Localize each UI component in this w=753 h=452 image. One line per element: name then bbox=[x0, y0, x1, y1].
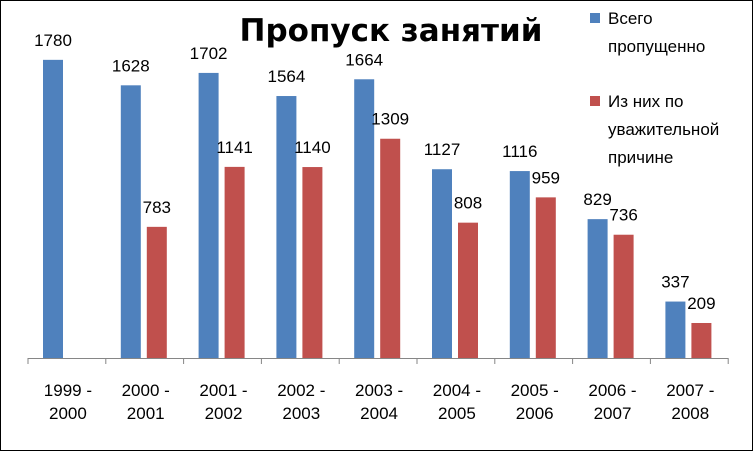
bar-s2-2 bbox=[146, 226, 167, 358]
bar-s1-8 bbox=[587, 219, 608, 358]
data-label-s2-7: 959 bbox=[532, 168, 560, 187]
data-label-s1-8: 829 bbox=[583, 190, 611, 209]
bar-s1-2 bbox=[120, 85, 141, 358]
data-label-s2-6: 808 bbox=[454, 194, 482, 213]
bar-s2-6 bbox=[458, 222, 478, 358]
x-tick-label-6-2: 2005 bbox=[438, 404, 476, 423]
data-label-s1-4: 1564 bbox=[267, 67, 305, 86]
bar-s1-7 bbox=[509, 171, 530, 358]
legend-swatch-1 bbox=[590, 13, 600, 23]
legend-label-2-3: причине bbox=[608, 148, 673, 167]
data-label-s1-3: 1702 bbox=[190, 44, 228, 63]
data-label-s1-5: 1664 bbox=[345, 50, 383, 69]
data-labels-layer: 1780 1628 783 1702 1141 1564 1140 1664 1309 1127 8… bbox=[34, 31, 716, 313]
data-label-s2-4: 1140 bbox=[294, 138, 331, 157]
bar-s1-1 bbox=[43, 59, 63, 358]
bar-s2-7 bbox=[535, 197, 556, 358]
bar-s1-5 bbox=[354, 79, 375, 358]
x-tick-label-1-1: 1999 - bbox=[44, 381, 92, 400]
legend-label-2-1: Из них по bbox=[608, 92, 684, 111]
bar-s1-3 bbox=[198, 72, 219, 358]
legend-label-1-1: Всего bbox=[608, 9, 653, 28]
legend-label-1-2: пропущенно bbox=[608, 37, 705, 56]
x-tick-label-9-2: 2008 bbox=[671, 404, 709, 423]
data-label-s2-2: 783 bbox=[143, 198, 171, 217]
data-label-s2-5: 1309 bbox=[371, 110, 409, 129]
data-label-s1-2: 1628 bbox=[112, 56, 150, 75]
chart-title: Пропуск занятий bbox=[240, 13, 543, 49]
bar-s1-4 bbox=[276, 96, 297, 358]
bar-s2-4 bbox=[302, 167, 323, 358]
data-label-s1-1: 1780 bbox=[34, 31, 72, 50]
x-tick-label-4-2: 2003 bbox=[282, 404, 320, 423]
x-tick-label-1-2: 2000 bbox=[49, 404, 87, 423]
bar-s2-8 bbox=[613, 234, 634, 358]
bar-s1-6 bbox=[432, 169, 452, 358]
bar-s2-3 bbox=[224, 166, 245, 358]
legend-label-2-2: уважительной bbox=[608, 120, 719, 139]
data-label-s2-9: 209 bbox=[687, 294, 715, 313]
data-label-s1-9: 337 bbox=[661, 273, 689, 292]
x-tick-label-4-1: 2002 - bbox=[277, 381, 325, 400]
x-axis-ticks: 1999 - 2000 2000 - 2001 2001 - 2002 2002 - 2003… bbox=[27, 358, 729, 423]
bar-s2-9 bbox=[691, 322, 712, 358]
x-tick-label-9-1: 2007 - bbox=[666, 381, 714, 400]
bar-s2-5 bbox=[380, 138, 401, 358]
x-tick-label-3-1: 2001 - bbox=[199, 381, 247, 400]
data-label-s1-7: 1116 bbox=[502, 142, 537, 161]
legend-swatch-2 bbox=[590, 96, 600, 106]
data-label-s2-3: 1141 bbox=[216, 138, 253, 157]
x-tick-label-2-2: 2001 bbox=[127, 404, 165, 423]
x-tick-label-7-1: 2005 - bbox=[511, 381, 559, 400]
bars-layer bbox=[43, 59, 712, 358]
x-tick-label-8-1: 2006 - bbox=[588, 381, 636, 400]
x-tick-label-3-2: 2002 bbox=[205, 404, 243, 423]
x-tick-label-6-1: 2004 - bbox=[433, 381, 481, 400]
legend: Всего пропущенно Из них по уважительной прич… bbox=[590, 9, 719, 167]
x-tick-label-8-2: 2007 bbox=[594, 404, 632, 423]
data-label-s1-6: 1127 bbox=[424, 140, 461, 159]
x-tick-label-2-1: 2000 - bbox=[122, 381, 170, 400]
x-tick-label-7-2: 2006 bbox=[516, 404, 554, 423]
x-tick-label-5-1: 2003 - bbox=[355, 381, 403, 400]
bar-s1-9 bbox=[665, 301, 686, 358]
data-label-s2-8: 736 bbox=[609, 206, 637, 225]
x-tick-label-5-2: 2004 bbox=[360, 404, 398, 423]
